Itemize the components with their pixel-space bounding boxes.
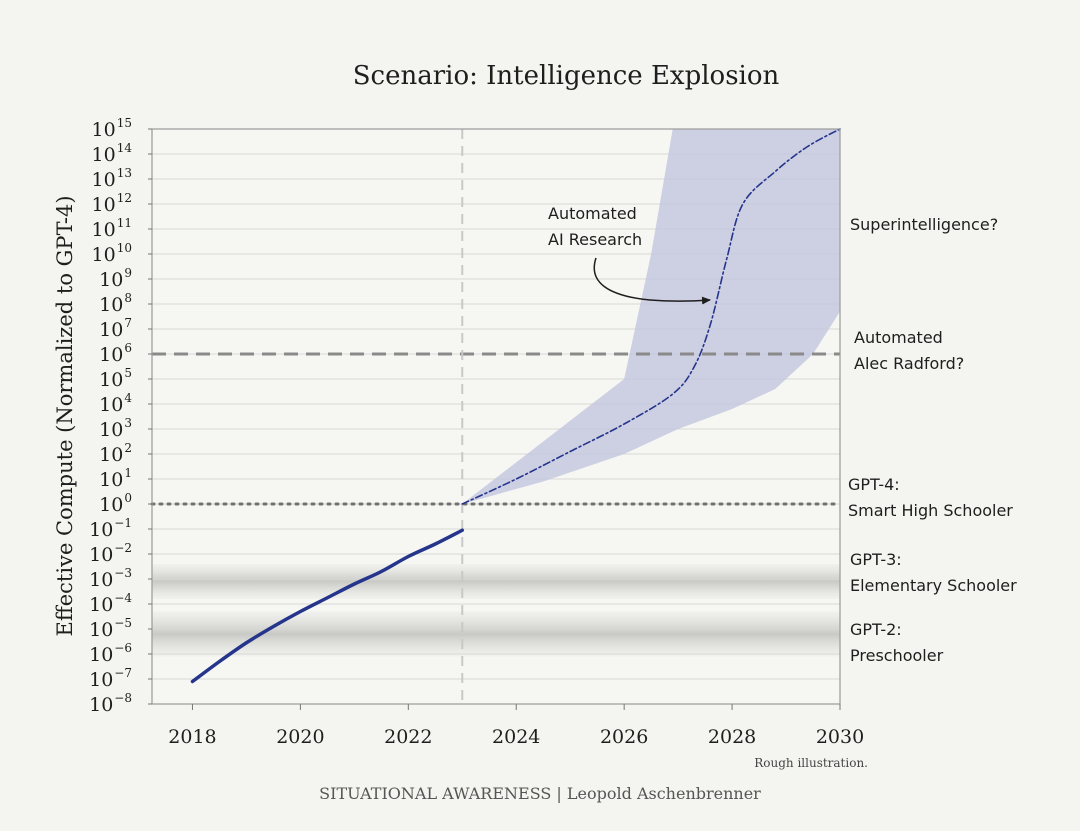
y-tick-label: 104 <box>99 391 132 416</box>
y-tick-exponent: 5 <box>124 366 132 380</box>
y-tick-exponent: 6 <box>124 341 132 355</box>
label-gpt2-line1: GPT-2: <box>850 620 902 639</box>
y-tick-exponent: 2 <box>124 441 132 455</box>
x-tick-label: 2022 <box>384 726 432 748</box>
annotation-air-line1: Automated <box>548 204 637 223</box>
y-tick-exponent: 13 <box>117 166 132 180</box>
annotation-arrow <box>593 257 711 305</box>
y-tick-label: 10−7 <box>89 666 132 691</box>
y-tick-label: 10−2 <box>89 541 132 566</box>
chart-title: Scenario: Intelligence Explosion <box>353 61 780 91</box>
y-tick-exponent: 0 <box>124 491 132 505</box>
x-tick-label: 2030 <box>816 726 864 748</box>
y-tick-exponent: −2 <box>114 541 132 555</box>
y-tick-label: 1010 <box>92 241 132 266</box>
y-tick-label: 10−8 <box>89 691 132 716</box>
shaded-bands <box>152 564 840 657</box>
reference-lines <box>150 129 842 704</box>
uncertainty-band <box>462 129 840 504</box>
y-tick-label: 1014 <box>92 141 133 166</box>
annotation-air-line2: AI Research <box>548 230 642 249</box>
series-historical-line <box>190 528 465 684</box>
uncertainty-band-layer <box>462 129 840 504</box>
y-tick-exponent: 1 <box>124 466 132 480</box>
shaded-band-gpt3 <box>152 564 840 599</box>
x-tick-label: 2018 <box>168 726 216 748</box>
y-axis-label: Effective Compute (Normalized to GPT-4) <box>53 195 77 636</box>
y-tick-label: 102 <box>99 441 132 466</box>
y-tick-exponent: 11 <box>117 216 132 230</box>
series-layer <box>190 128 841 684</box>
label-alec-line2: Alec Radford? <box>854 354 964 373</box>
y-tick-exponent: −7 <box>114 666 132 680</box>
y-tick-exponent: −5 <box>114 616 132 630</box>
y-tick-label: 100 <box>99 491 132 516</box>
y-tick-exponent: 8 <box>124 291 132 305</box>
x-tick-label: 2026 <box>600 726 648 748</box>
automated-ai-research-annotation: Automated AI Research <box>548 204 711 305</box>
plot-area <box>150 128 842 705</box>
label-gpt4-line2: Smart High Schooler <box>848 501 1013 520</box>
y-tick-label: 10−5 <box>89 616 132 641</box>
y-tick-exponent: −6 <box>114 641 132 655</box>
label-gpt4-line1: GPT-4: <box>848 475 900 494</box>
y-tick-label: 107 <box>99 316 132 341</box>
y-tick-exponent: −1 <box>114 516 132 530</box>
y-tick-label: 1015 <box>92 116 132 141</box>
y-tick-exponent: −4 <box>114 591 132 605</box>
y-tick-label: 1012 <box>92 191 132 216</box>
y-tick-exponent: 12 <box>117 191 132 205</box>
y-tick-exponent: 3 <box>124 416 132 430</box>
x-tick-label: 2020 <box>276 726 324 748</box>
y-tick-label: 1011 <box>92 216 132 241</box>
y-tick-label: 108 <box>99 291 132 316</box>
footer-credit: SITUATIONAL AWARENESS | Leopold Aschenbr… <box>319 784 761 803</box>
x-tick-label: 2024 <box>492 726 540 748</box>
y-tick-exponent: 10 <box>117 241 132 255</box>
y-tick-label: 10−4 <box>89 591 132 616</box>
label-gpt2-line2: Preschooler <box>850 646 944 665</box>
y-tick-exponent: −3 <box>114 566 132 580</box>
y-tick-exponent: 9 <box>124 266 132 280</box>
y-tick-label: 10−1 <box>89 516 132 541</box>
y-tick-label: 10−3 <box>89 566 132 591</box>
x-tick-label: 2028 <box>708 726 756 748</box>
y-tick-exponent: −8 <box>114 691 132 705</box>
y-tick-label: 106 <box>99 341 132 366</box>
y-tick-exponent: 7 <box>124 316 132 330</box>
y-tick-label: 101 <box>99 466 132 491</box>
y-tick-exponent: 15 <box>117 116 132 130</box>
series-projection-line <box>461 128 841 505</box>
y-tick-label: 105 <box>99 366 132 391</box>
shaded-band-gpt2 <box>152 611 840 657</box>
label-alec-line1: Automated <box>854 328 943 347</box>
y-tick-label: 103 <box>99 416 132 441</box>
y-tick-label: 109 <box>99 266 132 291</box>
y-tick-exponent: 14 <box>117 141 133 155</box>
label-gpt3-line1: GPT-3: <box>850 550 902 569</box>
y-axis-ticks: 10−810−710−610−510−410−310−210−110010110… <box>89 116 152 716</box>
y-tick-exponent: 4 <box>124 391 132 405</box>
rough-illustration-note: Rough illustration. <box>754 756 868 770</box>
label-superintelligence: Superintelligence? <box>850 215 998 234</box>
milestone-labels: Superintelligence? Automated Alec Radfor… <box>848 215 1017 665</box>
y-tick-label: 1013 <box>92 166 132 191</box>
x-axis-ticks: 2018 2020 2022 2024 2026 2028 2030 <box>168 704 864 748</box>
y-tick-label: 10−6 <box>89 641 132 666</box>
plot-border <box>151 128 841 705</box>
label-gpt3-line2: Elementary Schooler <box>850 576 1017 595</box>
